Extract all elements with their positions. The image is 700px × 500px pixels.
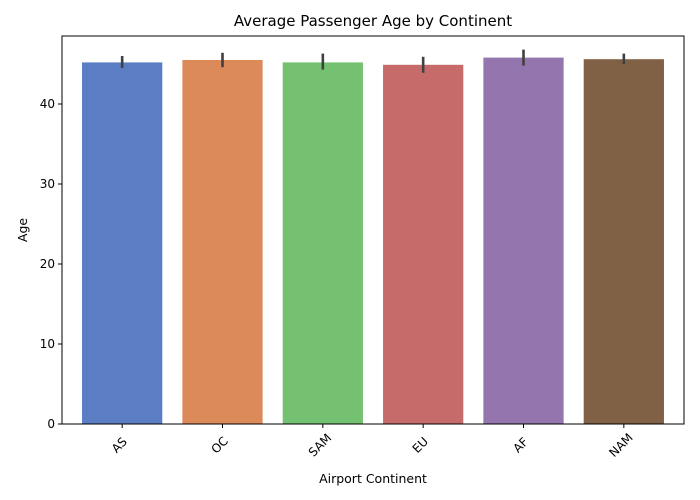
bar-eu [383,64,464,425]
x-tick-label-sam: SAM [306,431,335,460]
bar-oc [182,60,263,424]
bar-af [483,57,564,424]
bar-as [82,62,163,425]
plot-frame [61,35,685,425]
x-tick-label-oc: OC [208,434,231,457]
y-axis-label: Age [15,218,30,242]
y-axis: 0 10 20 30 40 [40,97,62,431]
x-tick-label-af: AF [510,435,531,456]
x-tick-label-as: AS [109,435,130,456]
y-tick-label: 30 [40,177,55,191]
y-tick-label: 0 [47,417,55,431]
error-bars-group [120,49,626,73]
bar-nam [583,59,664,424]
y-tick-label: 20 [40,257,55,271]
bars-group [82,57,664,425]
x-tick-label-eu: EU [410,434,431,455]
x-axis: AS OC SAM EU AF NAM [109,424,636,460]
x-tick-label-nam: NAM [606,430,635,459]
x-axis-label: Airport Continent [319,471,427,486]
chart-title: Average Passenger Age by Continent [234,12,512,30]
y-tick-label: 40 [40,97,55,111]
y-tick-label: 10 [40,337,55,351]
bar-sam [282,62,363,425]
